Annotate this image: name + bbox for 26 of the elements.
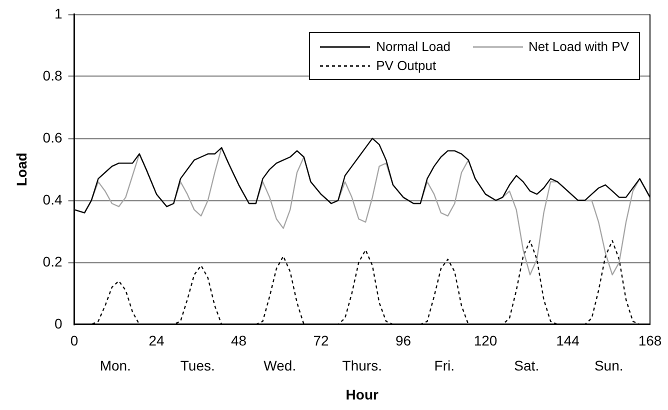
text: Fri. (434, 357, 454, 374)
x-tick-label: 0 (70, 332, 78, 349)
y-tick-label: 0.6 (42, 129, 62, 146)
legend-label: Net Load with PV (528, 39, 629, 54)
y-axis-title: Load (13, 152, 30, 186)
x-tick-label: 24 (148, 332, 165, 349)
x-tick-label: 48 (230, 332, 247, 349)
text: Sun. (594, 357, 624, 374)
x-tick-label: 96 (395, 332, 412, 349)
text: Thurs. (342, 357, 382, 374)
y-tick-label: 0.2 (42, 253, 62, 270)
legend-label: PV Output (376, 58, 436, 74)
text: Wed. (264, 357, 296, 374)
y-tick-label: 0.8 (42, 67, 62, 84)
x-tick-label: 144 (556, 332, 580, 349)
x-tick-label: 72 (313, 332, 330, 349)
text: Mon. (100, 357, 131, 374)
y-tick-label: 1 (54, 5, 62, 22)
y-tick-label: 0.4 (42, 191, 62, 208)
text: Sat. (514, 357, 540, 374)
x-tick-label: 120 (474, 332, 498, 349)
y-tick-label: 0 (54, 315, 62, 332)
x-tick-label: 168 (638, 332, 662, 349)
text: Tues. (180, 357, 215, 374)
legend-label: Normal Load (376, 39, 451, 54)
x-axis-title: Hour (346, 386, 380, 402)
